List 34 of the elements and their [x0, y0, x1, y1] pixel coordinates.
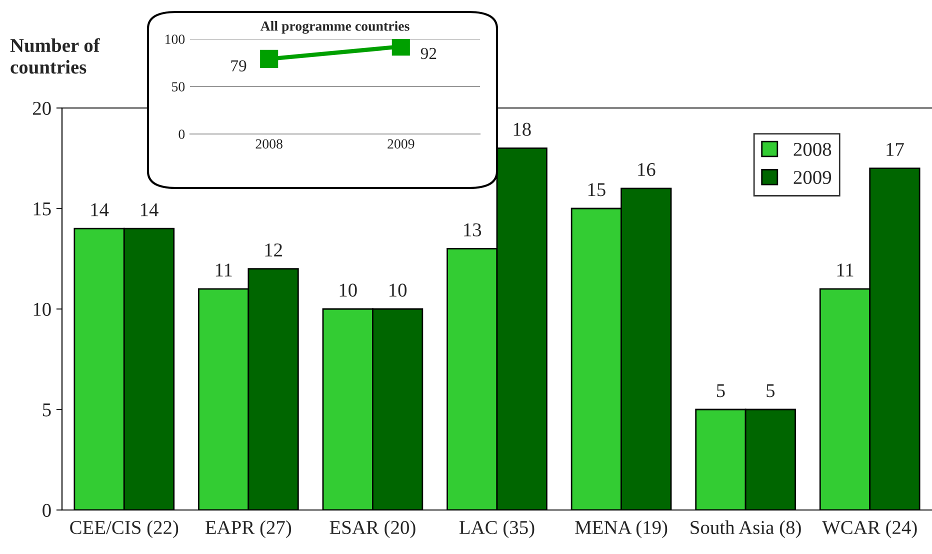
y-tick-label: 0: [42, 504, 51, 517]
data-label: 92: [420, 48, 436, 60]
data-label: 10: [340, 284, 357, 297]
data-label: 14: [140, 203, 158, 216]
y-tick-label: 15: [34, 202, 51, 216]
data-label: 79: [231, 60, 246, 72]
x-tick-label: MENA (19): [575, 520, 668, 538]
data-label: 13: [464, 223, 482, 236]
y-tick-label: 10: [34, 302, 51, 316]
x-tick-label: WCAR (24): [822, 520, 917, 538]
y-tick-label: 5: [42, 404, 51, 416]
data-label: 5: [716, 384, 725, 398]
x-tick-label: South Asia (8): [690, 520, 801, 538]
y-tick-label: 0: [178, 130, 185, 139]
data-label: 10: [390, 284, 407, 297]
x-tick-label: LAC (35): [459, 520, 534, 538]
data-label: 16: [638, 163, 656, 176]
data-label: 11: [216, 264, 232, 276]
data-label: 11: [837, 264, 854, 276]
x-tick-label: CEE/CIS (22): [70, 520, 178, 538]
data-label: 12: [265, 243, 282, 256]
y-tick-label: 100: [166, 34, 185, 44]
legend-label: 2009: [794, 170, 832, 184]
data-label: 15: [588, 183, 606, 196]
x-tick-label: EAPR (27): [206, 520, 292, 538]
data-label: 5: [766, 384, 775, 398]
y-tick-label: 20: [32, 102, 51, 115]
chart-title: All programme countries: [260, 21, 410, 34]
data-label: 17: [886, 142, 904, 156]
data-label: 14: [91, 203, 109, 216]
y-axis-title: Number of countries: [10, 38, 100, 74]
data-label: 18: [514, 122, 531, 136]
y-tick-label: 50: [172, 82, 185, 92]
x-tick-label: ESAR (20): [330, 520, 416, 538]
